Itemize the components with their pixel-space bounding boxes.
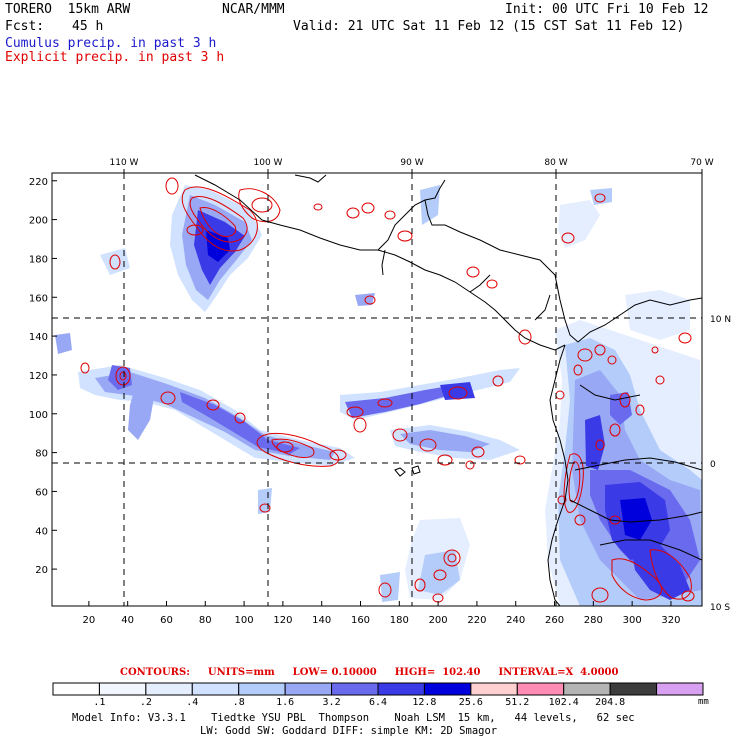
x-tick-label: 220 [467,615,486,626]
units-label: UNITS=mm [207,667,275,678]
explicit-precip-title: Explicit precip. in past 3 h [5,50,225,65]
lon-label: 90 W [400,158,423,168]
lon-label: 80 W [544,158,567,168]
axis-ticks: 20 40 60 80 100 120 140 160 180 200 220 240 260 280 30… [29,158,731,626]
x-tick-label: 100 [235,615,254,626]
colorbar-swatch [52,682,100,696]
x-tick-label: 240 [506,615,525,626]
valid-time: Valid: 21 UTC Sat 11 Feb 12 (15 CST Sat … [293,19,685,34]
y-tick-label: 140 [29,332,48,343]
colorbar-swatch [377,682,425,696]
contours-label: CONTOURS: [120,667,190,678]
y-tick-label: 200 [29,216,48,227]
y-tick-label: 100 [29,410,48,421]
center-name: NCAR/MMM [222,2,285,17]
latlon-grid [52,173,702,606]
lat-label: 0 [710,460,716,470]
colorbar-swatch [331,682,379,696]
colorbar-label: 25.6 [458,697,483,708]
x-tick-label: 40 [121,615,134,626]
colorbar-label: 12.8 [412,697,437,708]
colorbar [52,682,704,696]
colorbar-label: 6.4 [368,697,388,708]
colorbar-unit: mm [698,697,709,707]
y-tick-label: 80 [35,449,48,460]
colorbar-label: 51.2 [505,697,530,708]
colorbar-swatch [238,682,286,696]
x-tick-label: 200 [429,615,448,626]
model-name: TORERO 15km ARW [5,2,131,17]
colorbar-swatch [656,682,704,696]
colorbar-label: 102.4 [548,697,579,708]
cumulus-precip-title: Cumulus precip. in past 3 h [5,36,217,51]
low-label: LOW= 0.10000 [292,667,377,678]
colorbar-swatch [423,682,472,696]
map-frame [51,172,703,607]
contour-info: CONTOURS: UNITS=mm LOW= 0.10000 HIGH= 102.4… [120,667,636,678]
colorbar-swatch [98,682,147,696]
y-tick-label: 60 [35,487,48,498]
colorbar-label: .4 [186,697,199,708]
lon-label: 100 W [254,158,283,168]
colorbar-swatch [563,682,611,696]
colorbar-swatch [191,682,240,696]
y-tick-label: 160 [29,293,48,304]
x-tick-label: 120 [273,615,292,626]
x-tick-label: 300 [623,615,642,626]
x-tick-label: 180 [390,615,409,626]
init-time: Init: 00 UTC Fri 10 Feb 12 [505,2,709,17]
x-tick-label: 320 [661,615,680,626]
x-tick-label: 80 [199,615,212,626]
cumulus-precip-shading [55,185,702,606]
lon-label: 70 W [690,158,713,168]
x-tick-label: 260 [545,615,564,626]
y-tick-label: 220 [29,177,48,188]
colorbar-swatch [145,682,193,696]
colorbar-label: 3.2 [322,697,341,708]
colorbar-swatch [609,682,658,696]
forecast-hours: 45 h [72,19,104,34]
x-tick-label: 140 [312,615,331,626]
map-canvas: 20 40 60 80 100 120 140 160 180 200 220 240 260 280 30… [29,158,731,626]
model-info-line1: Model Info: V3.3.1 Tiedtke YSU PBL Thomp… [72,712,635,724]
x-tick-label: 60 [160,615,173,626]
y-tick-label: 180 [29,254,48,265]
colorbar-label: .1 [93,697,106,708]
y-tick-label: 40 [35,526,48,537]
y-tick-label: 120 [29,371,48,382]
colorbar-swatch [516,682,565,696]
y-tick-label: 20 [35,565,48,576]
x-tick-label: 20 [82,615,95,626]
lat-label: 10 S [710,603,730,613]
coastlines [194,174,702,606]
explicit-precip-contours [80,177,695,603]
colorbar-label: 1.6 [276,697,295,708]
x-tick-label: 160 [351,615,370,626]
colorbar-swatch [284,682,333,696]
high-label: HIGH= 102.40 [394,667,481,678]
colorbar-label: 204.8 [595,697,626,708]
interval-label: INTERVAL=X 4.0000 [498,667,619,678]
model-info-line2: LW: Godd SW: Goddard DIFF: simple KM: 2D… [200,725,498,737]
colorbar-label: .8 [232,697,245,708]
lon-label: 110 W [110,158,139,168]
x-tick-label: 280 [584,615,603,626]
colorbar-swatch [470,682,518,696]
lat-label: 10 N [710,315,731,325]
colorbar-label: .2 [139,697,152,708]
precip-map: 20 40 60 80 100 120 140 160 180 200 220 240 260 280 30… [0,150,740,630]
forecast-label: Fcst: [5,19,45,34]
